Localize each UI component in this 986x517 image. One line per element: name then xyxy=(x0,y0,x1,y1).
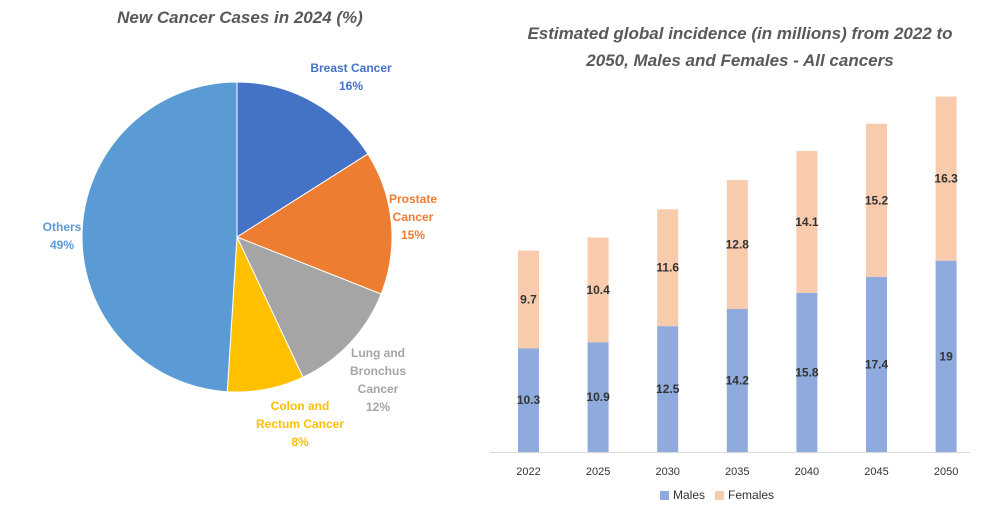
bar-females-2045 xyxy=(866,123,887,277)
bar-label-males-2025: 10.9 xyxy=(586,390,610,404)
bar-males-2022 xyxy=(518,348,539,452)
bar-females-2022 xyxy=(518,250,539,349)
bar-label-males-2022: 10.3 xyxy=(517,393,541,407)
bar-label-females-2050: 16.3 xyxy=(934,172,958,186)
x-tick-2025: 2025 xyxy=(586,466,610,478)
bar-females-2025 xyxy=(587,237,609,343)
pie-label-breast-cancer: Breast Cancer 16% xyxy=(310,61,392,93)
bar-chart-title: Estimated global incidence (in millions)… xyxy=(527,24,953,70)
bar-legend: Males Females xyxy=(660,488,774,502)
bar-label-males-2035: 14.2 xyxy=(726,374,750,388)
bar-females-2050 xyxy=(935,96,957,261)
bar-label-females-2040: 14.1 xyxy=(795,215,819,229)
bar-label-males-2050: 19 xyxy=(939,349,953,363)
pie-slice-prostate-cancer xyxy=(235,153,393,295)
bar-males-2050 xyxy=(935,260,957,452)
bar-females-2040 xyxy=(796,150,818,293)
bar-label-males-2045: 17.4 xyxy=(865,357,889,371)
legend-swatch-males xyxy=(660,490,669,500)
bar-females-2035 xyxy=(726,180,748,310)
x-tick-2045: 2045 xyxy=(864,466,888,478)
legend-item-females: Females xyxy=(715,488,774,502)
bar-males-2040 xyxy=(796,292,818,452)
legend-swatch-females xyxy=(715,490,725,500)
bar-males-2030 xyxy=(657,326,679,452)
x-tick-2030: 2030 xyxy=(655,466,679,478)
bar-label-males-2030: 12.5 xyxy=(656,382,680,396)
bar-females-2030 xyxy=(657,209,679,327)
pie-label-others: Others 49% xyxy=(43,220,82,252)
pie-chart-title: New Cancer Cases in 2024 (%) xyxy=(117,8,363,27)
legend-label-males: Males xyxy=(673,488,706,502)
legend-label-females: Females xyxy=(728,488,775,502)
bar-label-males-2040: 15.8 xyxy=(795,365,819,379)
bar-males-2035 xyxy=(726,309,748,452)
pie-label-prostate-cancer: Prostate Cancer 15% xyxy=(389,192,437,242)
pie-slice-others xyxy=(81,81,238,393)
bar-label-females-2035: 12.8 xyxy=(726,238,750,252)
x-tick-2050: 2050 xyxy=(934,466,958,478)
pie-label-lung-and-bronchus-cancer: Lung and Bronchus Cancer 12% xyxy=(350,346,406,414)
bar-label-females-2022: 9.7 xyxy=(520,292,537,306)
bar-males-2025 xyxy=(587,342,609,452)
legend-item-males: Males xyxy=(660,488,705,502)
pie-label-colon-and-rectum-cancer: Colon and Rectum Cancer 8% xyxy=(256,399,344,449)
x-tick-2035: 2035 xyxy=(725,466,749,478)
x-tick-2040: 2040 xyxy=(795,466,819,478)
bar-label-females-2030: 11.6 xyxy=(656,261,679,275)
bar-males-2045 xyxy=(866,276,887,452)
x-tick-2022: 2022 xyxy=(516,466,540,478)
bar-label-females-2045: 15.2 xyxy=(865,193,889,207)
bar-label-females-2025: 10.4 xyxy=(586,283,610,297)
pie-slice-lung-and-bronchus-cancer xyxy=(236,236,382,378)
pie-slice-breast-cancer xyxy=(236,81,369,238)
